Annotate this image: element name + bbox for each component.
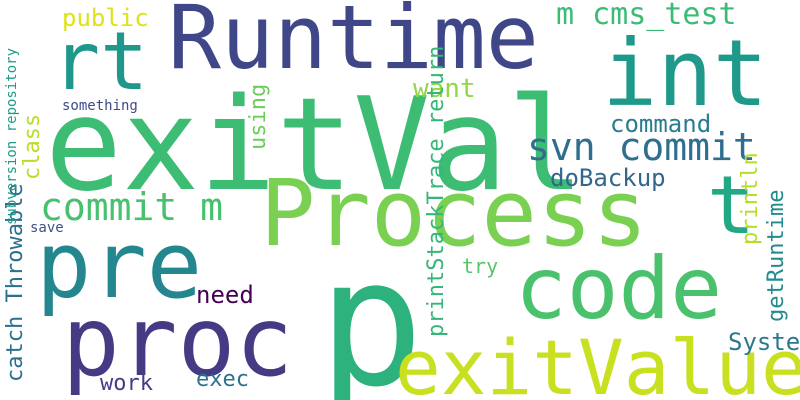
word-system: need — [196, 281, 254, 309]
word-subversion-repository: save — [30, 220, 64, 236]
word-println: exec — [196, 367, 249, 392]
word-something: getRuntime — [764, 189, 789, 322]
word-exitvalue: exitValue — [395, 323, 800, 400]
word-work: try — [462, 254, 499, 278]
word-code: code — [515, 239, 723, 339]
word-process: Process — [260, 160, 648, 267]
word-try: class — [20, 113, 45, 180]
word-command: command — [610, 110, 712, 138]
word-pre: pre — [36, 212, 203, 319]
word-want: want — [413, 74, 476, 104]
word-need: using — [246, 83, 271, 150]
word-p: p — [318, 221, 424, 400]
word-save: System — [728, 328, 800, 356]
word-runtime: Runtime — [168, 0, 539, 89]
word-using: printStackTrace return — [424, 45, 449, 337]
word-proc: proc — [62, 286, 294, 398]
word-rt: rt — [52, 15, 149, 108]
word-printstacktrace-return: subversion repository — [4, 47, 20, 225]
word-svn-commit: svn commit — [527, 125, 756, 169]
word-t: t — [707, 159, 756, 252]
word-int: int — [602, 20, 769, 127]
word-dobackup: doBackup — [550, 164, 666, 192]
word-exec: println — [738, 152, 763, 245]
word-commit-m: commit m — [40, 185, 224, 229]
word-catch-throwable: something — [62, 98, 138, 114]
word-m-cms-test: m cms_test — [556, 0, 737, 32]
word-class: work — [100, 371, 153, 396]
word-public: public — [62, 4, 149, 32]
word-exitval: exitVal — [45, 71, 585, 220]
